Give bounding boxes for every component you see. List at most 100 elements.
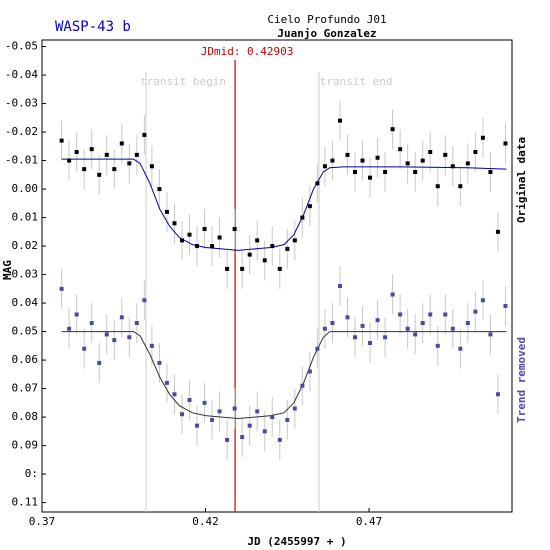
data-point (368, 175, 373, 180)
data-point (495, 229, 500, 234)
data-point (164, 380, 169, 385)
data-point (488, 169, 493, 174)
data-point (195, 244, 200, 249)
data-point (164, 209, 169, 214)
chart-subtitle: Cielo Profundo J01 (267, 13, 386, 26)
data-point (119, 141, 124, 146)
data-point (292, 238, 297, 243)
series-label: Trend removed (515, 337, 528, 423)
y-tick-label: 0.07 (12, 382, 39, 395)
data-point (112, 338, 117, 343)
y-tick-label: 0.11 (12, 496, 39, 509)
data-point (398, 147, 403, 152)
data-point (435, 184, 440, 189)
data-point (322, 164, 327, 169)
data-point (104, 332, 109, 337)
data-point (495, 392, 500, 397)
data-point (383, 169, 388, 174)
data-point (307, 204, 312, 209)
y-tick-label: 0.06 (12, 353, 39, 366)
y-tick-label: -0.01 (5, 154, 38, 167)
data-point (82, 167, 87, 172)
y-tick-label: -0.02 (5, 125, 38, 138)
data-point (67, 326, 72, 331)
transit-label: transit begin (140, 75, 226, 88)
data-point (405, 161, 410, 166)
data-point (277, 266, 282, 271)
model-line (61, 158, 507, 251)
y-tick-label: 0.05 (12, 325, 39, 338)
data-point (97, 360, 102, 365)
data-point (337, 118, 342, 123)
data-point (104, 152, 109, 157)
x-axis-label: JD (2455997 + ) (247, 535, 346, 548)
model-line (61, 331, 507, 420)
data-point (413, 332, 418, 337)
data-point (134, 321, 139, 326)
chart-title: WASP-43 b (55, 19, 131, 35)
y-tick-label: -0.05 (5, 40, 38, 53)
y-tick-label: 0: (25, 467, 38, 480)
data-point (179, 238, 184, 243)
data-point (285, 417, 290, 422)
x-tick-label: 0.42 (192, 515, 219, 528)
data-point (255, 238, 260, 243)
data-point (172, 221, 177, 226)
data-point (240, 435, 245, 440)
data-point (89, 321, 94, 326)
data-point (443, 312, 448, 317)
data-point (345, 152, 350, 157)
data-point (187, 232, 192, 237)
data-point (398, 312, 403, 317)
data-point (353, 335, 358, 340)
y-tick-label: 0.04 (12, 296, 39, 309)
data-point (225, 266, 230, 271)
plot-frame (41, 39, 513, 513)
data-point (413, 169, 418, 174)
data-point (232, 406, 237, 411)
data-point (67, 158, 72, 163)
data-point (458, 346, 463, 351)
data-point (225, 437, 230, 442)
data-point (127, 161, 132, 166)
data-point (450, 164, 455, 169)
data-point (74, 312, 79, 317)
data-point (465, 321, 470, 326)
y-tick-label: 0.02 (12, 239, 39, 252)
data-point (488, 332, 493, 337)
data-point (480, 135, 485, 140)
data-point (270, 244, 275, 249)
data-point (285, 246, 290, 251)
y-tick-label: 0.09 (12, 439, 39, 452)
data-point (450, 326, 455, 331)
data-point (142, 132, 147, 137)
data-point (142, 298, 147, 303)
data-point (74, 150, 79, 155)
y-tick-label: 0.08 (12, 410, 39, 423)
data-point (112, 167, 117, 172)
data-point (458, 184, 463, 189)
data-point (262, 429, 267, 434)
data-point (360, 158, 365, 163)
y-tick-label: 0.03 (12, 268, 39, 281)
data-point (390, 292, 395, 297)
data-point (187, 397, 192, 402)
data-point (428, 312, 433, 317)
data-point (322, 326, 327, 331)
data-point (127, 335, 132, 340)
data-point (390, 127, 395, 132)
data-point (247, 252, 252, 257)
data-point (503, 303, 508, 308)
data-point (149, 343, 154, 348)
x-tick-label: 0.37 (29, 515, 56, 528)
y-tick-label: -0.04 (5, 68, 38, 81)
data-point (428, 150, 433, 155)
data-point (435, 343, 440, 348)
data-point (277, 437, 282, 442)
data-point (443, 152, 448, 157)
data-point (375, 318, 380, 323)
x-tick-label: 0.47 (356, 515, 383, 528)
